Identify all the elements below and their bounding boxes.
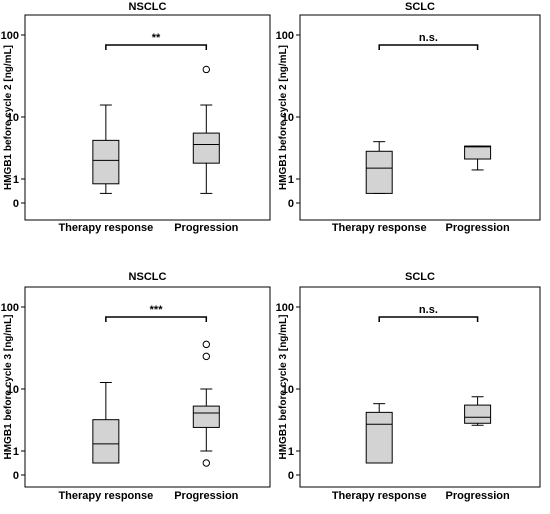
plot-frame <box>24 286 271 488</box>
significance-bracket <box>378 44 479 50</box>
y-tick-label: 10 <box>282 112 294 124</box>
y-tick-label: 10 <box>7 112 19 124</box>
y-tick-label: 1 <box>288 446 294 458</box>
plot-frame <box>299 286 541 488</box>
y-tick-label: 1 <box>13 446 19 458</box>
box-iqr <box>464 404 492 424</box>
box-iqr <box>192 405 220 428</box>
significance-label: n.s. <box>419 32 438 44</box>
y-tick-label: 100 <box>1 302 19 314</box>
outlier-point <box>202 352 211 361</box>
y-tick-label: 0 <box>13 198 19 210</box>
y-tick-label: 10 <box>7 384 19 396</box>
y-tick-label: 100 <box>276 302 294 314</box>
y-tick-label: 100 <box>276 30 294 42</box>
y-axis-label: HMGB1 before cycle 3 [ng/mL] <box>278 314 289 459</box>
y-tick-label: 10 <box>282 384 294 396</box>
x-category-label: Therapy response <box>58 222 153 234</box>
box-iqr <box>464 145 492 160</box>
box-iqr <box>192 132 220 164</box>
outlier-point <box>202 459 211 467</box>
y-tick-label: 0 <box>288 198 294 210</box>
y-tick-label: 1 <box>13 174 19 186</box>
y-axis-label: HMGB1 before cycle 3 [ng/mL] <box>3 314 14 459</box>
outlier-point <box>202 340 211 349</box>
y-tick-label: 0 <box>288 470 294 482</box>
chart-title: NSCLC <box>129 271 167 283</box>
y-tick-label: 100 <box>1 30 19 42</box>
y-tick-label: 1 <box>288 174 294 186</box>
significance-bracket <box>105 316 208 322</box>
x-category-label: Therapy response <box>58 490 153 502</box>
box-iqr <box>365 150 393 194</box>
chart-title: SCLC <box>405 271 435 283</box>
significance-bracket <box>378 316 479 322</box>
y-tick-label: 0 <box>13 470 19 482</box>
chart-title: NSCLC <box>129 1 167 13</box>
x-category-label: Progression <box>174 490 238 502</box>
x-category-label: Progression <box>446 490 510 502</box>
x-category-label: Progression <box>174 222 238 234</box>
chart-title: SCLC <box>405 1 435 13</box>
box-iqr <box>92 139 120 185</box>
x-category-label: Therapy response <box>332 222 427 234</box>
y-axis-label: HMGB1 before cycle 2 [ng/mL] <box>278 45 289 190</box>
significance-bracket <box>105 44 208 50</box>
y-axis-label: HMGB1 before cycle 2 [ng/mL] <box>3 45 14 190</box>
significance-label: n.s. <box>419 304 438 316</box>
x-category-label: Therapy response <box>332 490 427 502</box>
significance-label: ** <box>152 32 161 44</box>
box-iqr <box>92 419 120 464</box>
x-category-label: Progression <box>446 222 510 234</box>
outlier-point <box>202 65 211 74</box>
box-iqr <box>365 411 393 464</box>
significance-label: *** <box>150 304 164 316</box>
